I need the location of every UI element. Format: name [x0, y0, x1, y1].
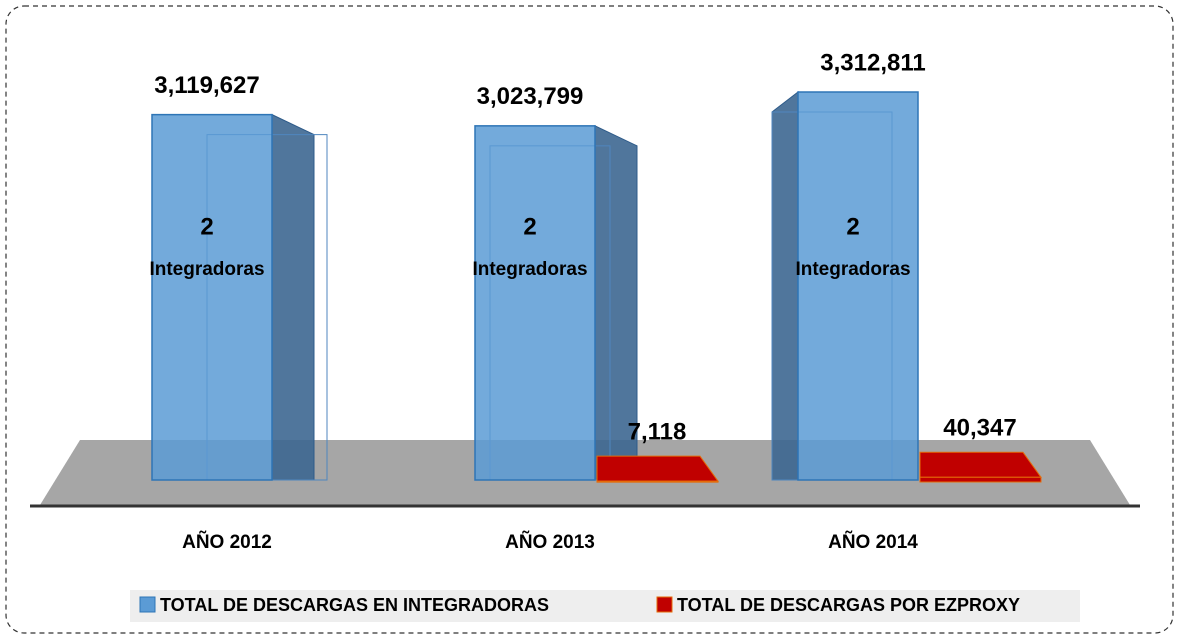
bar [596, 480, 719, 483]
bar-top [596, 455, 719, 482]
value-label: 3,119,627 [154, 72, 259, 99]
bar [474, 125, 596, 481]
bar [919, 476, 1042, 483]
annotation-text: Integradoras [795, 259, 910, 280]
frame [5, 5, 1174, 634]
legend-band [130, 590, 1080, 622]
bar [151, 113, 273, 481]
x-tick-label: AÑO 2014 [828, 531, 918, 553]
bar-top [919, 451, 1042, 478]
annotation-text: Integradoras [472, 259, 587, 280]
bar-side [771, 90, 799, 481]
legend-label: TOTAL DE DESCARGAS POR EZPROXY [677, 595, 1020, 615]
legend-swatch [656, 596, 673, 613]
annotation-count: 2 [846, 213, 859, 240]
value-label: 40,347 [943, 415, 1016, 442]
annotation-count: 2 [523, 213, 536, 240]
annotation-count: 2 [200, 213, 213, 240]
x-tick-label: AÑO 2013 [505, 531, 595, 553]
bar [797, 91, 919, 481]
value-label: 3,023,799 [477, 83, 584, 110]
legend-swatch [139, 596, 156, 613]
x-tick-label: AÑO 2012 [182, 531, 272, 553]
annotation-text: Integradoras [149, 259, 264, 280]
value-label: 7,118 [628, 419, 687, 446]
legend-label: TOTAL DE DESCARGAS EN INTEGRADORAS [160, 595, 549, 615]
value-label: 3,312,811 [820, 49, 925, 76]
bar-side [271, 113, 315, 481]
